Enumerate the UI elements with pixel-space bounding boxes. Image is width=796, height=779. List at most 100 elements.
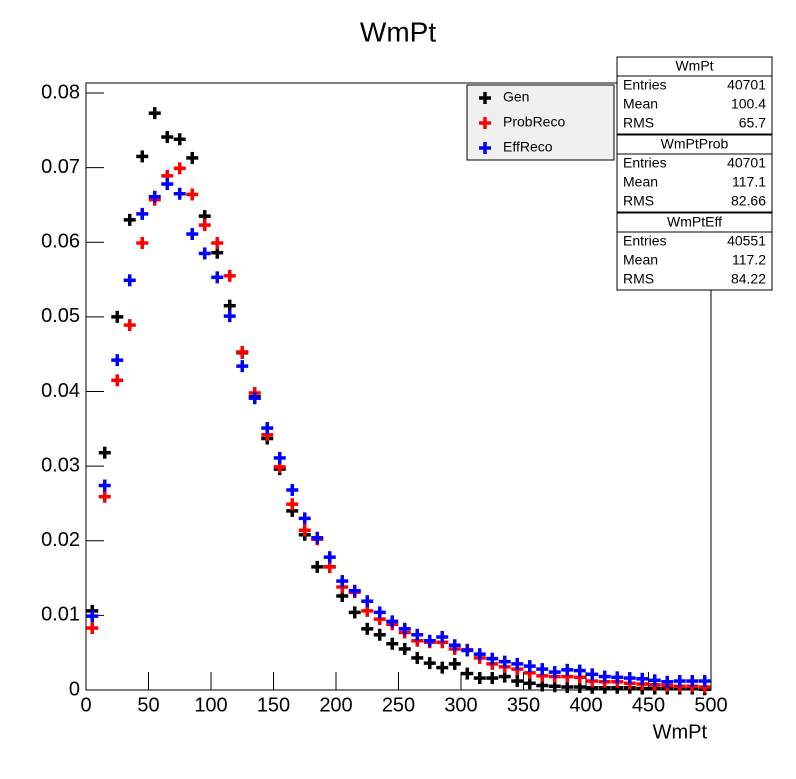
data-point [198, 219, 211, 232]
x-tick-label: 300 [444, 694, 477, 716]
stats-title: WmPtProb [661, 136, 729, 152]
data-point [123, 213, 136, 226]
data-point [361, 595, 374, 608]
stats-label: RMS [623, 193, 654, 209]
data-point [248, 392, 261, 405]
legend-label: ProbReco [503, 114, 565, 130]
data-point [686, 675, 699, 688]
stats-label: Mean [623, 96, 658, 112]
data-point [148, 107, 161, 120]
data-point [173, 162, 186, 175]
data-point [136, 150, 149, 163]
data-point [223, 269, 236, 282]
x-tick-label: 100 [194, 694, 227, 716]
data-point [611, 671, 624, 684]
legend-box [466, 84, 615, 161]
data-point [473, 672, 486, 685]
stats-value: 117.2 [732, 252, 766, 268]
data-point [523, 660, 536, 673]
data-point [523, 677, 536, 690]
chart-title: WmPt [360, 16, 436, 47]
data-point [111, 374, 124, 387]
data-point [348, 606, 361, 619]
data-point [123, 319, 136, 332]
data-point [461, 644, 474, 657]
legend-label: Gen [503, 89, 529, 105]
data-point [461, 667, 474, 680]
stats-label: Mean [623, 174, 658, 190]
data-point [348, 584, 361, 597]
legend-marker [479, 142, 491, 154]
data-point [273, 451, 286, 464]
stats-label: Entries [623, 77, 667, 93]
data-point [623, 672, 636, 685]
data-point [136, 207, 149, 220]
data-point [311, 531, 324, 544]
data-point [86, 610, 99, 623]
data-point [411, 651, 424, 664]
data-point [211, 271, 224, 284]
data-point [411, 628, 424, 641]
stats-label: Entries [623, 155, 667, 171]
y-tick-label: 0.03 [41, 454, 80, 476]
legend-marker [479, 92, 491, 104]
data-point [598, 670, 611, 683]
data-point [173, 187, 186, 200]
stats-label: Mean [623, 252, 658, 268]
x-axis-label: WmPt [653, 721, 708, 743]
data-point [123, 274, 136, 287]
data-point [586, 668, 599, 681]
data-point [136, 236, 149, 249]
y-tick-label: 0.07 [41, 156, 80, 178]
data-point [161, 131, 174, 144]
data-point [536, 663, 549, 676]
x-tick-label: 50 [137, 694, 159, 716]
data-point [373, 628, 386, 641]
stats-value: 40701 [727, 155, 766, 171]
data-point [498, 655, 511, 668]
stats-label: Entries [623, 233, 667, 249]
data-point [186, 151, 199, 164]
data-point [186, 228, 199, 241]
stats-box [616, 56, 773, 135]
stats-box [616, 134, 773, 213]
data-point [286, 484, 299, 497]
stats-title: WmPtEff [667, 214, 722, 230]
data-point [298, 512, 311, 525]
data-point [398, 642, 411, 655]
data-point [486, 672, 499, 685]
data-point [673, 675, 686, 688]
y-tick-label: 0.08 [41, 81, 80, 103]
data-point [648, 674, 661, 687]
data-point [698, 675, 711, 688]
data-point [98, 490, 111, 503]
data-point [86, 622, 99, 635]
data-point [423, 634, 436, 647]
data-point [111, 310, 124, 323]
stats-value: 65.7 [739, 115, 766, 131]
data-point [573, 664, 586, 677]
stats-value: 82.66 [731, 193, 766, 209]
data-point [311, 560, 324, 573]
data-point [336, 575, 349, 588]
data-point [111, 354, 124, 367]
y-tick-label: 0.02 [41, 529, 80, 551]
data-point [486, 652, 499, 665]
data-point [286, 498, 299, 511]
data-point [198, 247, 211, 260]
y-tick-label: 0.06 [41, 231, 80, 253]
data-point [511, 657, 524, 670]
data-point [511, 675, 524, 688]
data-point [173, 133, 186, 146]
data-point [223, 299, 236, 312]
stats-value: 100.4 [731, 96, 766, 112]
stats-value: 117.1 [732, 174, 766, 190]
data-point [323, 551, 336, 564]
x-tick-label: 450 [632, 694, 665, 716]
y-tick-label: 0.05 [41, 305, 80, 327]
data-point [661, 675, 674, 688]
data-point [148, 190, 161, 203]
x-tick-label: 0 [80, 694, 91, 716]
stats-box [616, 212, 773, 291]
stats-value: 40701 [727, 77, 766, 93]
